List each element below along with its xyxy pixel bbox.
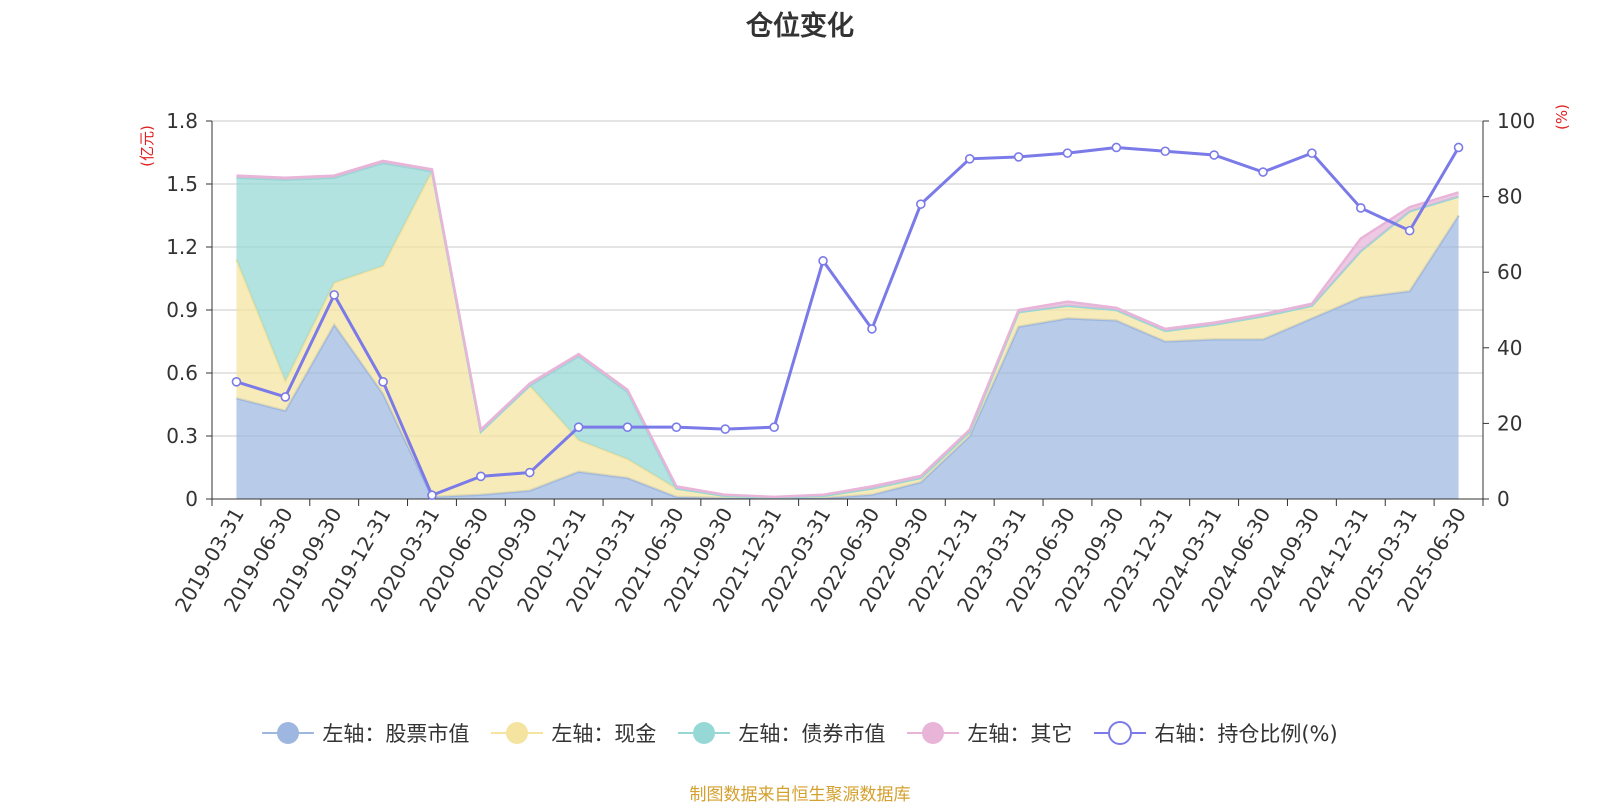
ratio-point <box>916 199 926 209</box>
ratio-point <box>280 392 291 402</box>
ratio-point <box>1258 167 1268 177</box>
legend-item-2[interactable]: 左轴：现金 <box>491 718 656 748</box>
area-1 <box>236 215 1459 499</box>
ratio-line <box>231 142 1464 501</box>
y-right-tick-label: 40 <box>1497 336 1522 360</box>
ratio-point <box>1209 150 1219 160</box>
ratio-point <box>1404 225 1415 236</box>
ratio-point <box>378 377 388 387</box>
legend-swatch <box>678 722 731 744</box>
ratio-point <box>1355 203 1366 213</box>
ratio-point <box>818 256 828 266</box>
y-right-tick-label: 20 <box>1497 411 1522 435</box>
legend-swatch <box>491 722 544 744</box>
ratio-point <box>476 471 486 482</box>
ratio-point <box>867 324 877 334</box>
stacked-areas <box>235 159 1460 500</box>
y-left-tick-label: 0.9 <box>166 298 198 322</box>
legend-item-1[interactable]: 左轴：股票市值 <box>262 718 469 748</box>
legend-label: 左轴：其它 <box>967 722 1073 746</box>
ratio-point <box>1307 148 1317 158</box>
legend-item-4[interactable]: 左轴：其它 <box>907 718 1072 748</box>
ratio-point <box>1062 148 1073 158</box>
area-2 <box>236 171 1459 498</box>
ratio-point <box>427 490 437 501</box>
ratio-point <box>1160 146 1171 157</box>
y-left-tick-label: 0 <box>185 487 198 511</box>
area-edge-4 <box>236 159 1459 499</box>
ratio-point <box>720 424 731 434</box>
y-right-tick-label: 0 <box>1497 487 1510 511</box>
ratio-point <box>1453 142 1464 153</box>
ratio-point <box>622 422 633 432</box>
legend-swatch <box>907 722 960 744</box>
ratio-point <box>329 290 340 300</box>
ratio-point <box>573 422 584 432</box>
legend-swatch <box>1094 721 1147 745</box>
ratio-point <box>964 154 975 164</box>
legend: 左轴：股票市值 左轴：现金 左轴：债券市值 左轴：其它 右轴：持仓比例(%) <box>0 718 1600 748</box>
ratio-point <box>769 422 779 432</box>
y-right-tick-label: 60 <box>1497 260 1522 284</box>
y-left-tick-label: 1.2 <box>166 235 198 259</box>
chart-title: 仓位变化 <box>746 11 854 42</box>
legend-swatch <box>262 722 315 744</box>
ratio-polyline <box>235 145 1460 498</box>
y-left-tick-label: 0.6 <box>166 361 198 385</box>
ratio-point <box>1013 152 1024 162</box>
source-note: 制图数据来自恒生聚源数据库 <box>689 785 911 805</box>
legend-label: 左轴：现金 <box>551 722 657 746</box>
y-left-tick-label: 0.3 <box>166 424 198 448</box>
legend-item-3[interactable]: 左轴：债券市值 <box>678 718 885 748</box>
ratio-point <box>231 377 242 387</box>
ratio-point <box>671 422 682 432</box>
ratio-point <box>524 467 535 478</box>
y-right-tick-label: 100 <box>1497 109 1535 133</box>
legend-item-5[interactable]: 右轴：持仓比例(%) <box>1094 718 1338 748</box>
y-right-axis-label: (%) <box>1553 104 1571 130</box>
y-right-tick-label: 80 <box>1497 185 1522 209</box>
ratio-point <box>1111 142 1122 153</box>
legend-label: 左轴：股票市值 <box>322 722 470 746</box>
y-left-axis-label: (亿元) <box>138 125 156 167</box>
y-left-tick-label: 1.5 <box>166 172 198 196</box>
legend-label: 右轴：持仓比例(%) <box>1154 722 1338 746</box>
area-3 <box>236 163 1459 498</box>
legend-label: 左轴：债券市值 <box>738 722 886 746</box>
y-left-tick-label: 1.8 <box>166 109 198 133</box>
